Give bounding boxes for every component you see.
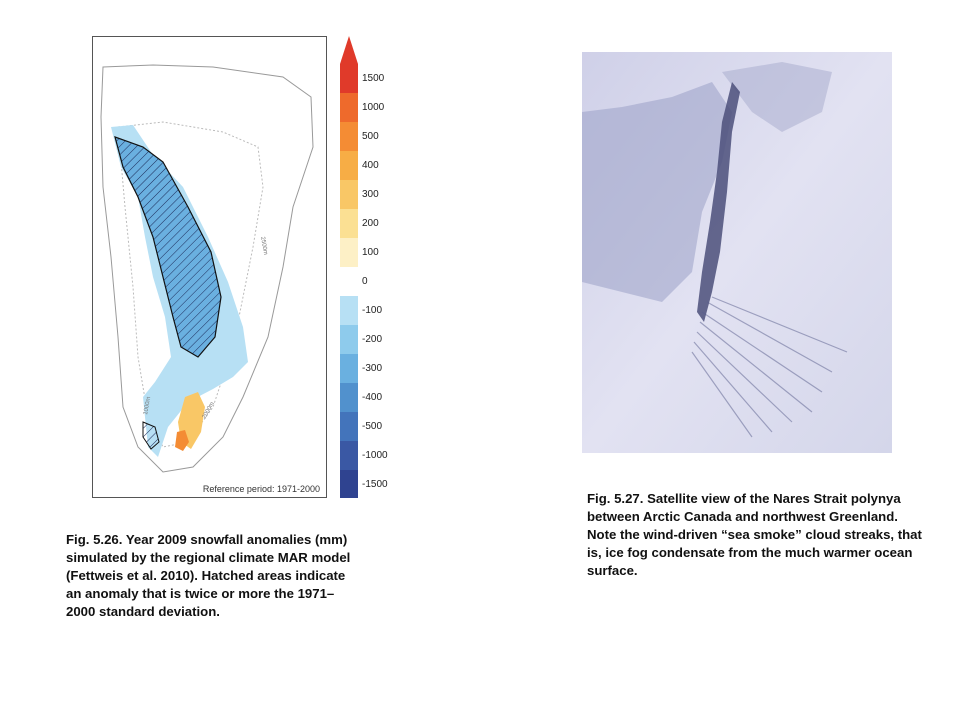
- canada-coast: [582, 82, 732, 302]
- colorbar-top-arrow: [340, 36, 358, 64]
- colorbar-tick-label: 1500: [362, 73, 385, 84]
- colorbar-tick-label: -400: [362, 392, 383, 403]
- contour-label-2500: 2500m: [259, 236, 268, 255]
- colorbar-segment: [340, 296, 358, 325]
- colorbar-segment: [340, 441, 358, 470]
- colorbar-segment: [340, 209, 358, 238]
- figure-5-27-caption: Fig. 5.27. Satellite view of the Nares S…: [587, 491, 922, 578]
- contour-label-1000: 1000m: [143, 396, 152, 415]
- colorbar-tick-label: -500: [362, 421, 383, 432]
- colorbar-tick-label: 300: [362, 189, 379, 200]
- elevation-contour: [117, 121, 264, 448]
- colorbar-segment: [340, 470, 358, 498]
- colorbar-segment: [340, 151, 358, 180]
- colorbar-segment: [340, 383, 358, 412]
- colorbar-segment: [340, 93, 358, 122]
- colorbar-tick-label: -100: [362, 305, 383, 316]
- colorbar-graphic: [340, 36, 358, 498]
- coastline-outline: [100, 64, 314, 473]
- colorbar-segment: [340, 354, 358, 383]
- colorbar-tick-label: -1000: [362, 450, 388, 461]
- colorbar-tick-label: 500: [362, 131, 379, 142]
- colorbar: 1500 1000 500 400 300 200 100 0 -100 -200 -300 -400…: [338, 36, 408, 498]
- strong-positive-region: [175, 430, 189, 451]
- sea-smoke-streaks: [691, 296, 848, 438]
- colorbar-segment: [340, 238, 358, 267]
- reference-period-label: Reference period: 1971-2000: [202, 484, 320, 494]
- colorbar-tick-label: 200: [362, 218, 379, 229]
- colorbar-tick-label: 1000: [362, 102, 385, 113]
- greenland-coast: [722, 62, 832, 132]
- colorbar-segment: [340, 412, 358, 441]
- colorbar-segment: [340, 325, 358, 354]
- colorbar-segment: [340, 122, 358, 151]
- hatched-south-patch: [142, 421, 160, 450]
- colorbar-tick-label: -1500: [362, 479, 388, 490]
- colorbar-tick-label: 100: [362, 247, 379, 258]
- colorbar-tick-label: 400: [362, 160, 379, 171]
- snowfall-anomaly-map: 2500m 2000m 1000m Reference period: 1971…: [92, 36, 327, 498]
- satellite-image: [582, 52, 892, 453]
- greenland-map-graphic: 2500m 2000m 1000m: [100, 64, 314, 473]
- colorbar-tick-label: 0: [362, 276, 368, 287]
- colorbar-segment: [340, 180, 358, 209]
- colorbar-tick-label: -300: [362, 363, 383, 374]
- colorbar-segment: [340, 267, 358, 296]
- hatched-significance-area: [114, 136, 222, 358]
- colorbar-tick-label: -200: [362, 334, 383, 345]
- figure-5-26-caption: Fig. 5.26. Year 2009 snowfall anomalies …: [66, 532, 351, 619]
- colorbar-segment: [340, 64, 358, 93]
- nares-strait: [697, 82, 740, 322]
